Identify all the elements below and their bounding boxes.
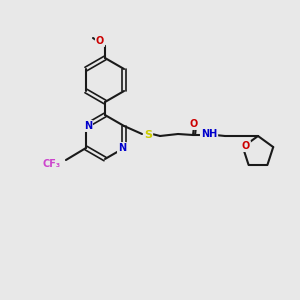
Text: O: O bbox=[96, 36, 104, 46]
Text: N: N bbox=[84, 121, 92, 131]
Text: NH: NH bbox=[201, 129, 217, 139]
Text: O: O bbox=[242, 141, 250, 151]
Text: O: O bbox=[190, 119, 198, 129]
Text: S: S bbox=[144, 130, 152, 140]
Text: CF₃: CF₃ bbox=[43, 159, 61, 169]
Text: N: N bbox=[118, 143, 126, 153]
